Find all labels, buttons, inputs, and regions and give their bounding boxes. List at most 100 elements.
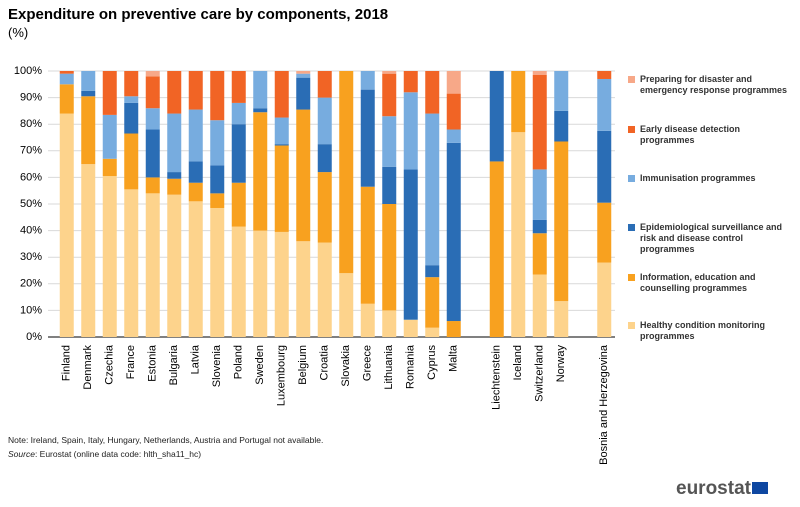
x-tick-label: Cyprus: [426, 345, 438, 380]
legend-swatch: [628, 322, 635, 329]
bar-segment: [231, 102, 246, 125]
bar-segment: [124, 71, 139, 97]
x-tick-label: Sweden: [254, 345, 266, 385]
bar-segment: [425, 71, 440, 114]
x-tick-label: Romania: [405, 344, 417, 389]
bar-segment: [274, 144, 289, 146]
bar-segment: [382, 73, 397, 117]
bar-segment: [296, 109, 311, 242]
bar-segment: [167, 172, 182, 179]
bar-segment: [382, 204, 397, 311]
bar-segment: [317, 144, 332, 173]
bar-segment: [511, 71, 526, 133]
source-text: : Eurostat (online data code: hlth_sha11…: [34, 449, 202, 459]
y-tick-label: 40%: [20, 225, 42, 237]
bar-segment: [382, 71, 397, 74]
y-tick-label: 60%: [20, 171, 42, 183]
bar-segment: [532, 71, 547, 75]
bar-segment: [296, 77, 311, 110]
bar-segment: [554, 71, 569, 111]
bar-segment: [597, 202, 612, 263]
bar-segment: [102, 158, 117, 177]
bar-segment: [145, 71, 160, 77]
bar-segment: [446, 321, 461, 337]
bar-segment: [231, 226, 246, 337]
bar-segment: [296, 241, 311, 337]
bar-segment: [382, 166, 397, 204]
bar-segment: [253, 230, 268, 337]
bar-segment: [253, 108, 268, 113]
bar-segment: [317, 172, 332, 243]
bar-segment: [167, 178, 182, 195]
bar-segment: [425, 265, 440, 278]
bar-segment: [59, 84, 74, 114]
bar-segment: [425, 277, 440, 328]
y-tick-label: 20%: [20, 278, 42, 290]
bar-segment: [210, 165, 225, 194]
x-tick-label: Liechtenstein: [491, 345, 503, 410]
bar-segment: [403, 169, 418, 320]
x-tick-label: Croatia: [319, 344, 331, 380]
chart-subtitle: (%): [8, 25, 29, 40]
bar-segment: [317, 242, 332, 337]
x-tick-label: Slovakia: [340, 344, 352, 386]
legend-label: Information, education and counselling p…: [640, 272, 756, 293]
x-tick-label: Switzerland: [534, 345, 546, 402]
bar-segment: [554, 141, 569, 302]
legend-label: Early disease detection programmes: [640, 124, 741, 145]
bar-segment: [597, 130, 612, 203]
x-tick-label: Bosnia and Herzegovina: [598, 344, 610, 465]
bar-segment: [188, 109, 203, 162]
legend-swatch: [628, 175, 635, 182]
bar-segment: [296, 71, 311, 74]
bar-segment: [489, 161, 504, 337]
y-tick-label: 10%: [20, 304, 42, 316]
bar-segment: [253, 112, 268, 231]
bar-segment: [274, 145, 289, 232]
bar-segment: [102, 114, 117, 159]
logo: eurostat: [676, 478, 751, 500]
bar-segment: [339, 71, 354, 274]
bar-segment: [145, 108, 160, 130]
bar-segment: [403, 319, 418, 337]
bar-segment: [446, 142, 461, 322]
bar-segment: [274, 71, 289, 118]
bar-segment: [145, 177, 160, 194]
bar-segment: [102, 176, 117, 337]
bar-segment: [167, 71, 182, 114]
bar-segment: [274, 117, 289, 145]
bar-segment: [210, 120, 225, 166]
bar-segment: [274, 231, 289, 337]
bar-segment: [446, 93, 461, 130]
x-tick-label: Bulgaria: [168, 344, 180, 385]
bar-segment: [81, 96, 96, 165]
legend-swatch: [628, 274, 635, 281]
bar-segment: [167, 113, 182, 173]
bar-segment: [188, 182, 203, 202]
bar-segment: [210, 71, 225, 121]
bar-segment: [554, 301, 569, 337]
bar-segment: [124, 102, 139, 134]
bar-segment: [59, 113, 74, 337]
bar-segment: [532, 274, 547, 337]
eu-flag: [752, 482, 768, 494]
bar-segment: [145, 76, 160, 109]
x-tick-label: Greece: [362, 345, 374, 381]
bar-segment: [59, 71, 74, 74]
logo-text: eurostat: [676, 478, 751, 499]
x-tick-label: Finland: [61, 345, 73, 381]
bar-segment: [188, 201, 203, 337]
y-tick-label: 90%: [20, 92, 42, 104]
bar-segment: [360, 89, 375, 187]
bar-segment: [167, 194, 182, 337]
bar-segment: [81, 164, 96, 337]
x-tick-label: Malta: [448, 344, 460, 372]
bar-segment: [360, 71, 375, 90]
y-tick-label: 50%: [20, 198, 42, 210]
x-tick-label: Slovenia: [211, 344, 223, 387]
x-tick-label: Norway: [555, 345, 567, 383]
bar-segment: [425, 327, 440, 337]
x-tick-label: Poland: [233, 345, 245, 379]
bar-segment: [532, 233, 547, 275]
